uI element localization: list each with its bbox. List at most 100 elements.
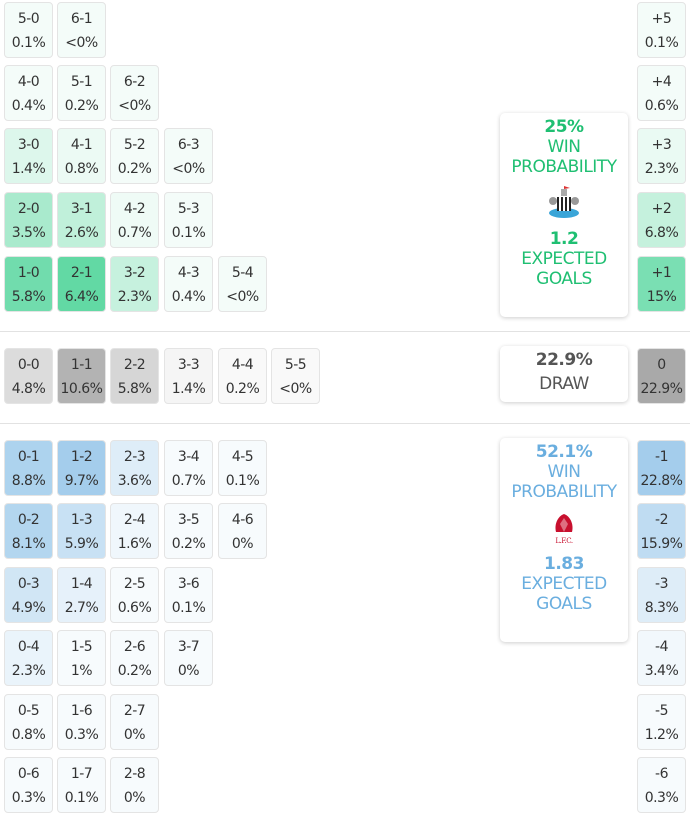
probability-value: 0.3%: [11, 790, 46, 806]
margin-cell: +2 6.8%: [637, 192, 686, 248]
probability-value: 15%: [646, 289, 677, 305]
score-label: 3-4: [177, 449, 200, 465]
scoreline-cell: 3-5 0.2%: [164, 503, 213, 559]
score-label: 5-3: [177, 201, 200, 217]
probability-value: 3.6%: [117, 473, 152, 489]
scoreline-cell: 2-7 0%: [110, 694, 159, 750]
home-expected-goals: 1.2: [549, 229, 579, 249]
score-label: 2-0: [17, 201, 40, 217]
scoreline-cell: 1-2 9.7%: [57, 440, 106, 496]
scoreline-cell: 4-2 0.7%: [110, 192, 159, 248]
probability-value: 0.6%: [117, 600, 152, 616]
probability-value: 0.2%: [117, 663, 152, 679]
scoreline-cell: 1-0 5.8%: [4, 256, 53, 312]
scoreline-cell: 6-2 <0%: [110, 65, 159, 121]
score-label: 2-7: [123, 703, 146, 719]
probability-value: 1.4%: [171, 381, 206, 397]
score-label: 6-2: [123, 74, 146, 90]
divider: [0, 423, 690, 424]
score-label: 3-5: [177, 512, 200, 528]
scoreline-cell: 3-6 0.1%: [164, 567, 213, 623]
score-label: -2: [655, 512, 668, 528]
scoreline-cell: 2-1 6.4%: [57, 256, 106, 312]
probability-label: PROBABILITY: [511, 157, 617, 177]
scoreline-cell: 1-5 1%: [57, 630, 106, 686]
scoreline-cell: 6-1 <0%: [57, 2, 106, 58]
probability-value: <0%: [65, 35, 98, 51]
score-label: 2-5: [123, 576, 146, 592]
probability-value: 5.8%: [11, 289, 46, 305]
score-label: 5-2: [123, 137, 146, 153]
probability-value: 1.6%: [117, 536, 152, 552]
score-label: 3-7: [177, 639, 200, 655]
probability-value: <0%: [118, 98, 151, 114]
probability-value: 0.4%: [11, 98, 46, 114]
probability-value: 1%: [70, 663, 93, 679]
probability-value: 0.6%: [644, 98, 679, 114]
scoreline-cell: 3-1 2.6%: [57, 192, 106, 248]
margin-cell: -5 1.2%: [637, 694, 686, 750]
probability-value: <0%: [172, 161, 205, 177]
divider: [0, 331, 690, 332]
score-label: 0-2: [17, 512, 40, 528]
probability-value: 0.3%: [644, 790, 679, 806]
score-label: 1-7: [70, 766, 93, 782]
score-label: 0-6: [17, 766, 40, 782]
scoreline-cell: 1-7 0.1%: [57, 757, 106, 813]
probability-value: 0.2%: [225, 381, 260, 397]
scoreline-cell: 4-4 0.2%: [218, 348, 267, 404]
score-label: 1-1: [70, 357, 93, 373]
score-label: -5: [655, 703, 668, 719]
score-label: 5-5: [284, 357, 307, 373]
scoreline-cell: 1-4 2.7%: [57, 567, 106, 623]
score-label: -1: [655, 449, 668, 465]
score-label: 3-1: [70, 201, 93, 217]
margin-cell: +4 0.6%: [637, 65, 686, 121]
scoreline-cell: 3-0 1.4%: [4, 128, 53, 184]
scoreline-cell: 4-6 0%: [218, 503, 267, 559]
probability-value: 0.2%: [117, 161, 152, 177]
probability-value: 22.9%: [640, 381, 683, 397]
score-label: 5-0: [17, 11, 40, 27]
score-label: 3-6: [177, 576, 200, 592]
probability-value: 5.9%: [64, 536, 99, 552]
probability-value: 2.6%: [64, 225, 99, 241]
probability-value: 0.1%: [11, 35, 46, 51]
probability-value: 8.8%: [11, 473, 46, 489]
score-label: +1: [651, 265, 672, 281]
probability-value: 4.9%: [11, 600, 46, 616]
probability-value: 6.4%: [64, 289, 99, 305]
scoreline-cell: 1-6 0.3%: [57, 694, 106, 750]
probability-value: 22.8%: [640, 473, 683, 489]
scoreline-cell: 2-6 0.2%: [110, 630, 159, 686]
score-label: +4: [651, 74, 672, 90]
scoreline-cell: 0-5 0.8%: [4, 694, 53, 750]
scoreline-cell: 2-8 0%: [110, 757, 159, 813]
probability-value: <0%: [279, 381, 312, 397]
score-label: 0-5: [17, 703, 40, 719]
score-label: 1-2: [70, 449, 93, 465]
scoreline-cell: 0-4 2.3%: [4, 630, 53, 686]
liverpool-crest-icon: L.F.C.: [555, 514, 573, 545]
away-expected-goals: 1.83: [544, 554, 584, 574]
probability-value: 0.1%: [225, 473, 260, 489]
scoreline-cell: 5-2 0.2%: [110, 128, 159, 184]
probability-value: 0.2%: [171, 536, 206, 552]
probability-value: 5.8%: [117, 381, 152, 397]
score-label: -4: [655, 639, 668, 655]
score-label: 1-3: [70, 512, 93, 528]
margin-cell: 0 22.9%: [637, 348, 686, 404]
score-label: +3: [651, 137, 672, 153]
score-label: 6-1: [70, 11, 93, 27]
expected-label: EXPECTED: [521, 249, 607, 269]
scoreline-cell: 5-1 0.2%: [57, 65, 106, 121]
scoreline-cell: 3-4 0.7%: [164, 440, 213, 496]
score-label: 4-5: [231, 449, 254, 465]
margin-cell: -6 0.3%: [637, 757, 686, 813]
scoreline-cell: 0-2 8.1%: [4, 503, 53, 559]
scoreline-cell: 0-6 0.3%: [4, 757, 53, 813]
score-label: 2-1: [70, 265, 93, 281]
score-label: 2-4: [123, 512, 146, 528]
scoreline-cell: 2-0 3.5%: [4, 192, 53, 248]
score-label: 1-5: [70, 639, 93, 655]
